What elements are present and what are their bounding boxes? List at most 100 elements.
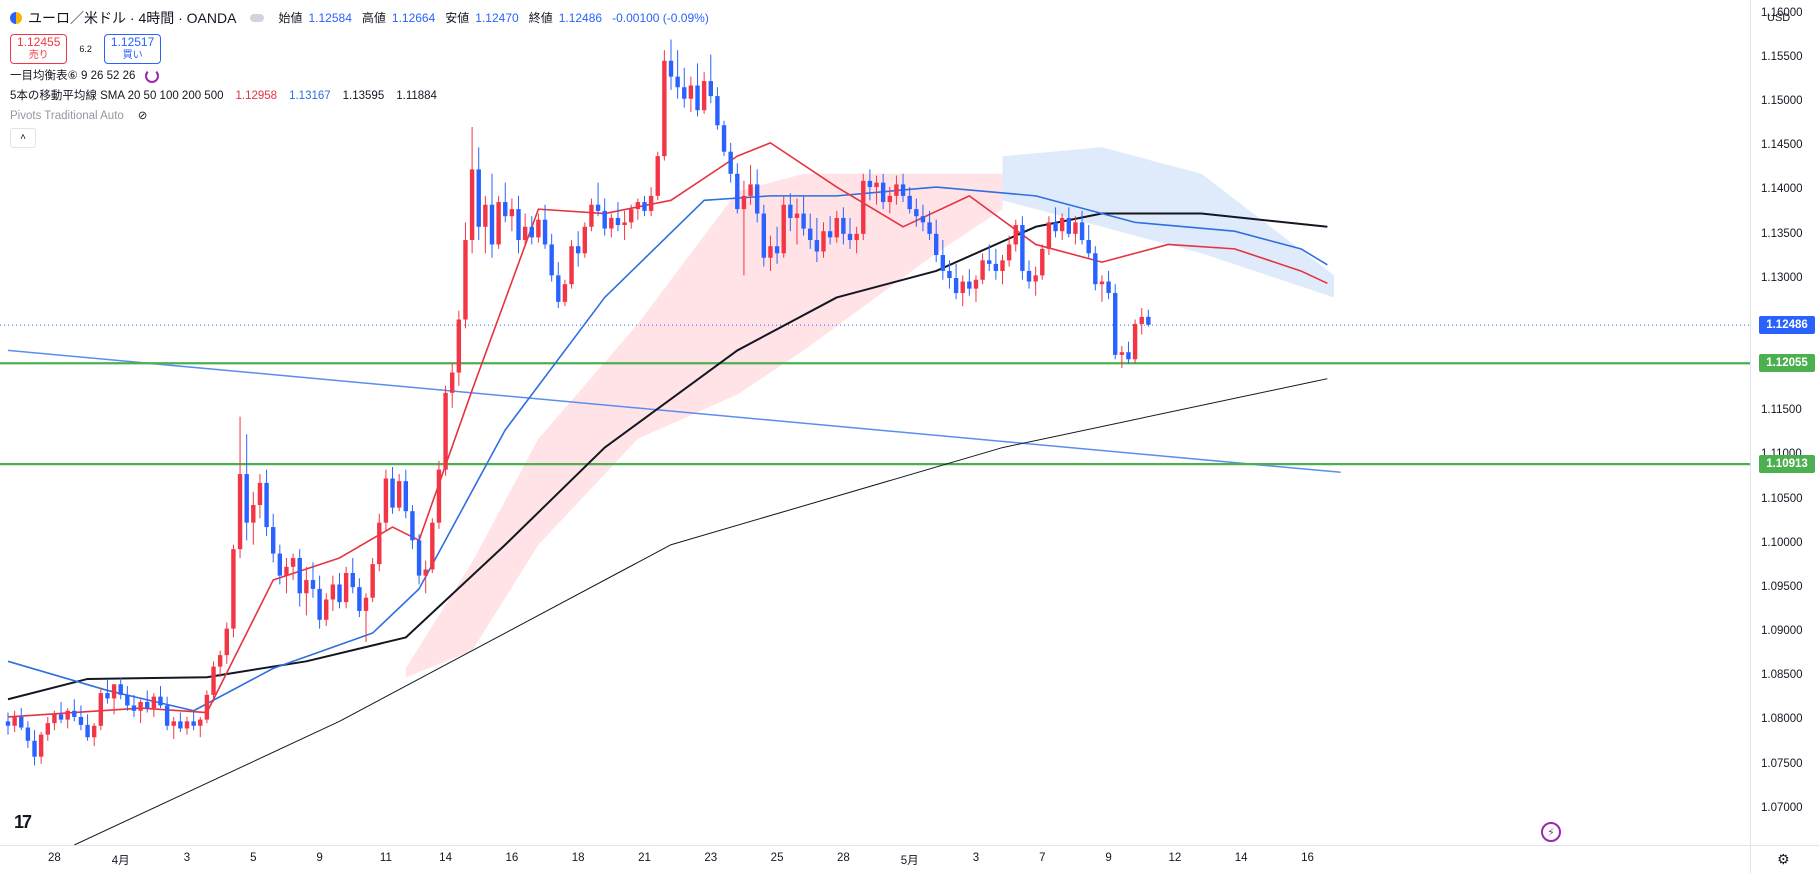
- time-tick: 21: [638, 852, 651, 864]
- candle-body: [1046, 222, 1052, 249]
- candle-body: [735, 173, 740, 210]
- candle-body: [178, 721, 183, 729]
- price-tick: 1.13500: [1761, 227, 1803, 240]
- candle-body: [151, 696, 157, 709]
- candle-body: [1126, 352, 1131, 360]
- candle-body: [430, 522, 435, 570]
- candle-body: [542, 219, 548, 245]
- candle-body: [5, 721, 11, 726]
- candle-body: [1006, 244, 1012, 261]
- low-value: 1.12470: [475, 11, 519, 25]
- sma100-value: 1.13595: [342, 90, 385, 102]
- candle-body: [648, 195, 654, 211]
- time-tick: 9: [1105, 852, 1112, 864]
- quote-row: 1.12455 売り 6.2 1.12517 買い: [10, 34, 713, 64]
- candle-body: [483, 204, 488, 227]
- candle-body: [1106, 281, 1111, 294]
- buy-button[interactable]: 1.12517 買い: [103, 34, 162, 64]
- candle-body: [847, 233, 853, 241]
- candle-body: [171, 721, 176, 726]
- candle-body: [111, 684, 117, 699]
- candle-body: [297, 557, 302, 594]
- pivots-label[interactable]: Pivots Traditional Auto: [10, 110, 124, 122]
- candle-body: [330, 584, 336, 600]
- spread-value: 6.2: [79, 44, 92, 54]
- loading-icon: [145, 69, 160, 83]
- candle-body: [1119, 352, 1125, 355]
- candle-body: [754, 184, 760, 214]
- price-tick: 1.09000: [1761, 625, 1803, 638]
- price-tick: 1.10000: [1761, 536, 1803, 549]
- price-axis[interactable]: USD 1.16000 1.15500 1.15000 1.14500 1.14000 1…: [1750, 0, 1819, 845]
- price-tick: 1.13000: [1761, 271, 1803, 284]
- symbol-row: ユーロ／米ドル · 4時間 · OANDA 始値 1.12584 高値 1.12…: [10, 8, 713, 28]
- sma20-value: 1.12958: [235, 90, 278, 102]
- candle-body: [728, 151, 733, 174]
- candle-body: [794, 213, 800, 218]
- close-value: 1.12486: [558, 11, 603, 25]
- tradingview-logo[interactable]: 17: [14, 812, 32, 832]
- candle-body: [761, 213, 767, 258]
- candle-body: [1079, 222, 1085, 241]
- candle-body: [337, 584, 342, 603]
- sma-row[interactable]: 5本の移動平均線 SMA 20 50 100 200 500 1.12958 1…: [10, 86, 713, 106]
- change-value: -0.00100 (-0.09%): [612, 11, 709, 25]
- candle-body: [390, 478, 395, 508]
- price-tick: 1.07500: [1761, 757, 1803, 770]
- symbol-title[interactable]: ユーロ／米ドル · 4時間 · OANDA: [28, 10, 237, 26]
- time-tick: 4月: [111, 855, 130, 867]
- candle-body: [960, 281, 965, 294]
- candle-body: [456, 319, 462, 373]
- more-icon[interactable]: [250, 14, 265, 22]
- candle-body: [688, 85, 694, 99]
- candle-body: [788, 204, 793, 218]
- candle-body: [821, 231, 826, 252]
- candle-body: [980, 260, 985, 280]
- candle-body: [907, 195, 912, 210]
- flash-icon[interactable]: ⚡: [1541, 822, 1561, 842]
- price-tick: 1.14000: [1761, 183, 1803, 196]
- candle-body: [827, 231, 833, 238]
- candle-body: [1099, 281, 1105, 285]
- candle-body: [1020, 225, 1025, 271]
- sma-label[interactable]: 5本の移動平均線 SMA 20 50 100 200 500: [10, 90, 224, 102]
- candle-body: [32, 740, 37, 757]
- price-tick: 1.11500: [1761, 404, 1802, 417]
- candle-body: [894, 184, 899, 196]
- low-label: 安値: [445, 11, 470, 25]
- settings-gear-icon[interactable]: ⚙: [1777, 851, 1790, 867]
- candle-body: [317, 588, 322, 620]
- candle-body: [861, 180, 866, 234]
- candle-body: [1113, 293, 1118, 355]
- candle-body: [556, 275, 561, 302]
- time-tick: 18: [571, 852, 585, 864]
- candle-body: [436, 469, 442, 523]
- ichimoku-row[interactable]: 一目均衡表⑥ 9 26 52 26: [10, 66, 713, 86]
- time-tick: 28: [836, 852, 850, 864]
- candle-body: [695, 85, 700, 111]
- candle-body: [38, 734, 44, 757]
- currency-label[interactable]: USD: [1767, 12, 1791, 24]
- price-chart[interactable]: [0, 0, 1750, 846]
- time-tick: 9: [316, 852, 323, 864]
- eye-off-icon[interactable]: ⊘: [137, 110, 148, 122]
- sell-button[interactable]: 1.12455 売り: [10, 34, 68, 64]
- sma200-line: [74, 378, 1328, 846]
- ichimoku-label[interactable]: 一目均衡表⑥ 9 26 52 26: [10, 70, 136, 82]
- time-tick: 28: [48, 852, 61, 864]
- sma50-value: 1.13167: [289, 90, 331, 102]
- collapse-legend-button[interactable]: ˄: [10, 128, 36, 148]
- chart-pane[interactable]: ユーロ／米ドル · 4時間 · OANDA 始値 1.12584 高値 1.12…: [0, 0, 1750, 846]
- price-tick: 1.07000: [1761, 801, 1803, 814]
- candle-body: [1073, 222, 1078, 234]
- time-tick: 3: [972, 852, 980, 864]
- candle-body: [774, 246, 780, 254]
- time-tick: 12: [1168, 852, 1182, 864]
- high-value: 1.12664: [391, 11, 436, 25]
- time-axis[interactable]: 28 4月 3 5 9 11 14 16 18 21 23 25 28 5月 3 7 9 12 14 16: [0, 845, 1750, 873]
- candle-body: [595, 204, 601, 211]
- candle-body: [914, 209, 919, 217]
- candle-body: [947, 270, 952, 279]
- pivots-row[interactable]: Pivots Traditional Auto ⊘: [10, 106, 713, 126]
- time-tick: 16: [1301, 852, 1314, 864]
